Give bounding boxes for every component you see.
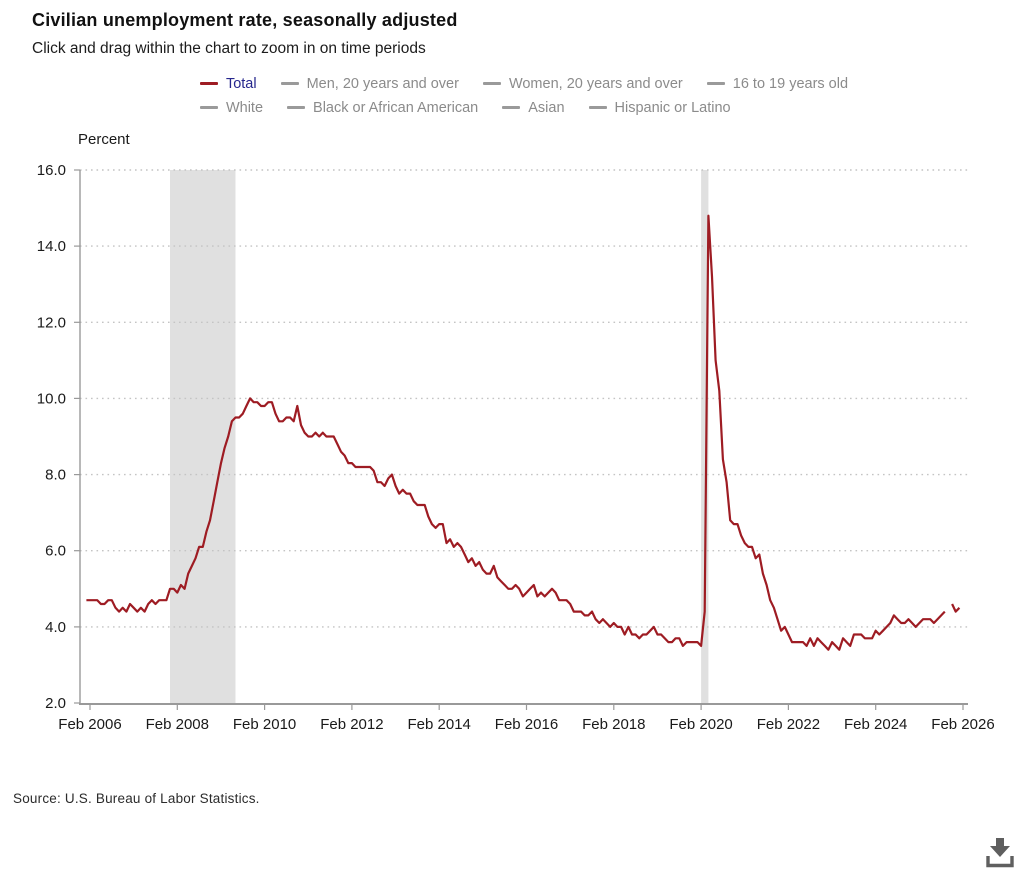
y-tick-label: 2.0 (45, 695, 66, 712)
legend-swatch (706, 82, 725, 85)
y-tick-label: 6.0 (45, 543, 66, 560)
y-tick-label: 8.0 (45, 467, 66, 484)
x-tick-label: Feb 2022 (757, 716, 820, 733)
y-tick-label: 10.0 (37, 390, 66, 407)
legend-swatch (287, 106, 306, 109)
x-axis-labels: Feb 2006 Feb 2008 Feb 2010 Feb 2012 Feb 2014… (58, 716, 994, 733)
legend-item-asian[interactable]: Asian (502, 99, 565, 116)
legend-swatch-total (199, 82, 218, 85)
legend-label: Black or African American (313, 99, 479, 116)
x-tick-label: Feb 2008 (146, 716, 209, 733)
y-tick-label: 4.0 (45, 619, 66, 636)
legend-item-black-african-american[interactable]: Black or African American (287, 100, 478, 116)
x-tick-label: Feb 2024 (844, 716, 907, 733)
y-axis-labels: 2.0 4.0 6.0 8.0 10.0 12.0 14.0 16.0 (37, 162, 66, 712)
chart-subtitle: Click and drag within the chart to zoom … (32, 40, 426, 57)
legend-label: White (225, 99, 264, 116)
x-tick-label: Feb 2006 (58, 716, 121, 733)
legend-item-total[interactable]: Total (199, 75, 257, 92)
legend: Total Men, 20 years and over Women, 20 y… (80, 73, 968, 118)
legend-swatch (482, 82, 501, 85)
x-tick-label: Feb 2018 (582, 716, 645, 733)
legend-swatch (502, 106, 521, 109)
x-tick-label: Feb 2016 (495, 716, 558, 733)
x-tick-label: Feb 2012 (320, 716, 383, 733)
legend-row-2: White Black or African American Asian Hi… (199, 97, 848, 118)
legend-label: Asian (528, 99, 565, 116)
legend-swatch (280, 82, 299, 85)
recession-band (701, 170, 709, 703)
legend-label: Hispanic or Latino (614, 99, 731, 116)
download-icon (986, 838, 1014, 868)
x-tick-label: Feb 2020 (669, 716, 732, 733)
legend-label: Men, 20 years and over (306, 75, 459, 92)
series-total-line (86, 214, 961, 651)
y-tick-label: 12.0 (37, 314, 66, 331)
y-axis-title: Percent (78, 131, 130, 148)
recession-bands (170, 170, 709, 703)
legend-item-white[interactable]: White (199, 99, 264, 116)
legend-swatch (588, 106, 607, 109)
axes (74, 169, 968, 710)
legend-item-hispanic-latino[interactable]: Hispanic or Latino (588, 99, 731, 116)
recession-band (170, 170, 236, 703)
download-button[interactable] (980, 833, 1020, 873)
legend-swatch (199, 106, 218, 109)
source-note: Source: U.S. Bureau of Labor Statistics. (13, 791, 260, 806)
page-title: Civilian unemployment rate, seasonally a… (32, 10, 458, 30)
legend-row-1: Total Men, 20 years and over Women, 20 y… (199, 73, 849, 94)
legend-item-men-20-over[interactable]: Men, 20 years and over (280, 75, 459, 92)
legend-item-women-20-over[interactable]: Women, 20 years and over (482, 75, 683, 92)
legend-item-16-19-years[interactable]: 16 to 19 years old (706, 75, 849, 92)
x-tick-label: Feb 2026 (931, 716, 994, 733)
legend-box: Total Men, 20 years and over Women, 20 y… (199, 73, 849, 118)
plot-drag-zoom-area[interactable] (80, 170, 968, 703)
legend-label: Total (225, 75, 257, 92)
x-tick-label: Feb 2010 (233, 716, 296, 733)
legend-label: 16 to 19 years old (732, 75, 849, 92)
legend-label: Women, 20 years and over (508, 75, 683, 92)
y-tick-label: 16.0 (37, 162, 66, 179)
y-tick-label: 14.0 (37, 238, 66, 255)
x-tick-label: Feb 2014 (408, 716, 471, 733)
